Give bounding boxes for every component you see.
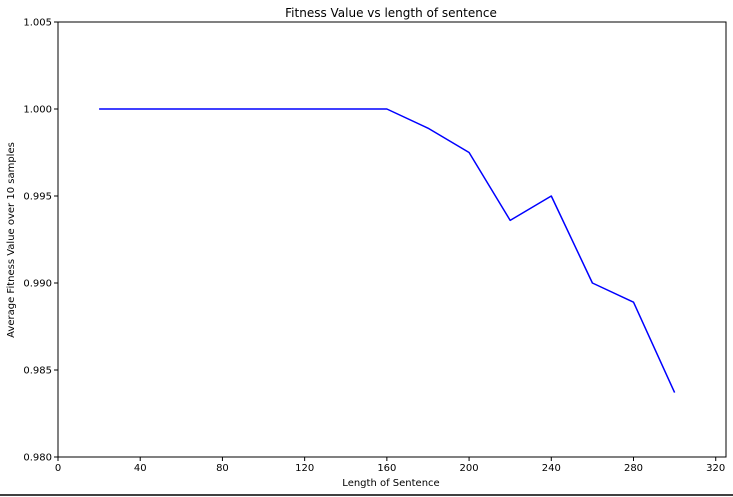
x-tick-label: 280 [624, 463, 643, 474]
chart-title: Fitness Value vs length of sentence [285, 6, 497, 20]
x-tick-label: 0 [55, 463, 61, 474]
x-tick-label: 320 [706, 463, 725, 474]
plot-frame [57, 21, 727, 458]
y-tick-label: 0.980 [23, 453, 52, 464]
y-tick-label: 0.990 [23, 279, 52, 290]
y-axis-title: Average Fitness Value over 10 samples [6, 142, 17, 338]
y-tick-label: 0.995 [23, 192, 52, 203]
x-tick-label: 80 [216, 463, 229, 474]
x-tick-label: 240 [542, 463, 561, 474]
y-tick-label: 0.985 [23, 366, 52, 377]
x-axis-title: Length of Sentence [342, 478, 439, 489]
x-tick-label: 160 [377, 463, 396, 474]
plot-area: 0 40 80 120 160 200 240 280 320 0.980 0.985 0.990 0.… [23, 18, 727, 474]
x-tick-label: 40 [134, 463, 147, 474]
x-tick-label: 200 [460, 463, 479, 474]
series-line [99, 108, 676, 393]
y-tick-label: 1.005 [23, 18, 52, 29]
x-tick-label: 120 [295, 463, 314, 474]
y-tick-label: 1.000 [23, 105, 52, 116]
